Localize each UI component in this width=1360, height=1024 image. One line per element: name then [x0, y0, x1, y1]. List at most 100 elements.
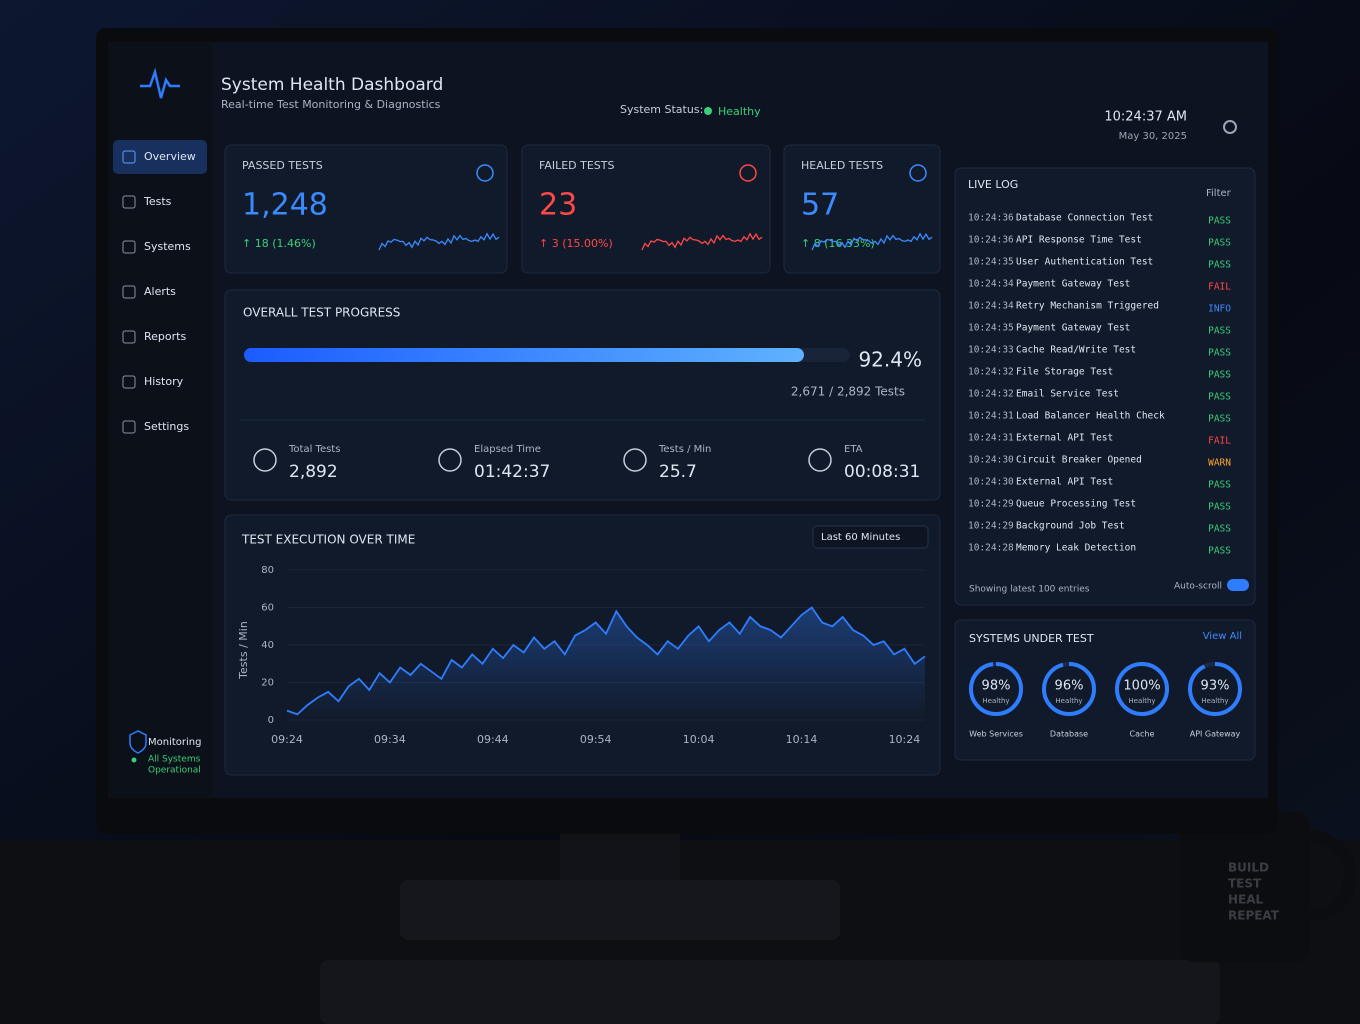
log-time: 10:24:29	[968, 521, 1014, 532]
line	[286, 606, 926, 716]
gauge-value: 98%	[982, 679, 1011, 694]
filter-button[interactable]: Filter	[1206, 188, 1232, 199]
mug-text: TEST	[1228, 877, 1262, 891]
gauge-value: 96%	[1055, 679, 1084, 694]
keyboard	[320, 960, 1220, 1024]
log-name: Payment Gateway Test	[1016, 279, 1130, 290]
gauge-state: Healthy	[982, 697, 1009, 705]
card-title: HEALED TESTS	[801, 159, 883, 172]
panel-title: OVERALL TEST PROGRESS	[243, 306, 400, 320]
progress-percent: 92.4%	[858, 348, 922, 372]
x-tick-label: 09:24	[271, 733, 303, 746]
log-time: 10:24:34	[968, 279, 1014, 290]
nav-icon	[122, 285, 136, 299]
log-status: PASS	[1208, 546, 1231, 557]
x-tick-label: 10:04	[683, 733, 715, 746]
log-name: Retry Mechanism Triggered	[1016, 301, 1159, 312]
auto-scroll-label: Auto-scroll	[1174, 582, 1222, 592]
stat-label: ETA	[844, 444, 863, 455]
log-status: INFO	[1208, 304, 1231, 315]
nav-active[interactable]	[113, 140, 207, 174]
log-name: Memory Leak Detection	[1016, 543, 1136, 554]
x-tick-label: 10:14	[786, 733, 818, 746]
stat-value: 25.7	[659, 462, 697, 482]
log-time: 10:24:34	[968, 301, 1014, 312]
log-status: PASS	[1208, 392, 1231, 403]
line-area	[287, 607, 925, 720]
log-name: Payment Gateway Test	[1016, 323, 1130, 334]
stat-icon	[808, 448, 832, 472]
log-status: PASS	[1208, 524, 1231, 535]
log-status: PASS	[1208, 502, 1231, 513]
view-all[interactable]: View All	[1203, 631, 1242, 642]
nav-item[interactable]: Tests	[143, 195, 172, 208]
card-value: 23	[539, 188, 577, 223]
nav-item[interactable]: Reports	[144, 330, 186, 343]
log-name: File Storage Test	[1016, 367, 1113, 378]
date: May 30, 2025	[1119, 131, 1187, 142]
nav-icon	[122, 240, 136, 254]
log-time: 10:24:31	[968, 411, 1014, 422]
time: 10:24:37 AM	[1104, 110, 1187, 125]
status-dot	[704, 107, 712, 115]
panel	[521, 144, 771, 274]
log-time: 10:24:36	[968, 235, 1014, 246]
nav-item[interactable]: Settings	[144, 420, 189, 433]
card-value: 57	[801, 188, 839, 223]
card-change: ↑ 18 (1.46%)	[242, 237, 316, 250]
log-status: PASS	[1208, 326, 1231, 337]
nav-item[interactable]: Alerts	[144, 285, 176, 298]
card-icon	[739, 164, 757, 182]
sparkline	[641, 232, 763, 251]
panel-title: SYSTEMS UNDER TEST	[969, 632, 1094, 645]
nav-item[interactable]: History	[144, 375, 184, 388]
logo	[140, 67, 180, 99]
monitoring-status: Operational	[148, 766, 201, 776]
auto-scroll-toggle[interactable]	[1227, 579, 1249, 591]
gauge-state: Healthy	[1201, 697, 1228, 705]
sparkline	[811, 232, 933, 251]
log-status: PASS	[1208, 370, 1231, 381]
subtitle: Real-time Test Monitoring & Diagnostics	[221, 98, 441, 111]
log-time: 10:24:29	[968, 499, 1014, 510]
x-tick-label: 10:24	[889, 733, 921, 746]
stat-label: Tests / Min	[658, 444, 711, 455]
nav-icon	[122, 420, 136, 434]
nav-item[interactable]: Systems	[144, 240, 191, 253]
log-name: Circuit Breaker Opened	[1016, 455, 1142, 466]
panel-title: LIVE LOG	[968, 178, 1018, 191]
system-name: Web Services	[969, 730, 1023, 739]
title: System Health Dashboard	[221, 75, 443, 95]
nav-icon	[122, 150, 136, 164]
log-status: PASS	[1208, 480, 1231, 491]
card-title: FAILED TESTS	[539, 159, 615, 172]
monitoring-dot	[131, 757, 137, 763]
card-title: PASSED TESTS	[242, 159, 323, 172]
nav-item[interactable]: Overview	[144, 150, 196, 163]
y-tick-label: 80	[261, 565, 274, 576]
gauge-state: Healthy	[1128, 697, 1155, 705]
gauge-state: Healthy	[1055, 697, 1082, 705]
log-time: 10:24:32	[968, 367, 1014, 378]
gauge-arc	[1042, 662, 1096, 716]
nav-icon	[122, 330, 136, 344]
mug-text: REPEAT	[1228, 909, 1280, 923]
progress-detail: 2,671 / 2,892 Tests	[791, 385, 905, 399]
log-status: FAIL	[1208, 436, 1231, 447]
x-tick-label: 09:44	[477, 733, 509, 746]
log-time: 10:24:30	[968, 477, 1014, 488]
log-time: 10:24:31	[968, 433, 1014, 444]
panel	[954, 619, 1256, 761]
settings-button[interactable]	[1223, 120, 1237, 134]
x-tick-label: 09:54	[580, 733, 612, 746]
log-time: 10:24:30	[968, 455, 1014, 466]
range-selector-label[interactable]: Last 60 Minutes	[821, 532, 900, 543]
stat-label: Elapsed Time	[474, 444, 541, 455]
log-name: External API Test	[1016, 477, 1113, 488]
sparkline	[378, 232, 500, 251]
range-selector[interactable]	[812, 525, 929, 549]
system-name: Cache	[1130, 730, 1155, 739]
panel	[954, 167, 1256, 606]
